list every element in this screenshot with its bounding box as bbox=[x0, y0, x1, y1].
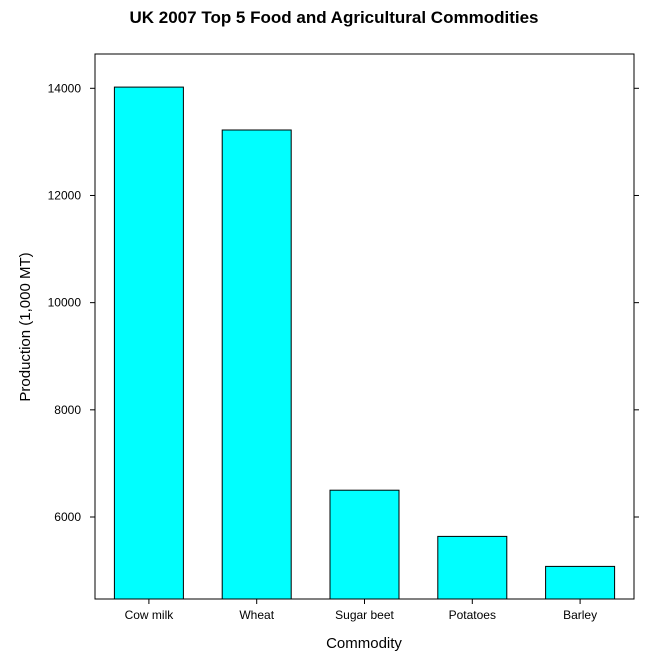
bars-group bbox=[113, 86, 616, 600]
x-tick-label: Potatoes bbox=[449, 608, 496, 622]
y-tick-label: 10000 bbox=[48, 296, 82, 310]
y-tick-label: 14000 bbox=[48, 81, 82, 95]
y-axis: 6000 8000 10000 12000 14000 bbox=[48, 81, 639, 524]
bar-potatoes bbox=[437, 535, 508, 600]
x-tick-label: Cow milk bbox=[125, 608, 175, 622]
x-tick-label: Sugar beet bbox=[335, 608, 394, 622]
bar-barley bbox=[545, 565, 616, 600]
x-axis: Cow milk Wheat Sugar beet Potatoes Barley bbox=[125, 599, 597, 622]
x-axis-title: Commodity bbox=[326, 635, 402, 652]
y-tick-label: 12000 bbox=[48, 188, 82, 202]
y-axis-title: Production (1,000 MT) bbox=[17, 252, 34, 401]
y-tick-label: 6000 bbox=[54, 510, 81, 524]
bar-sugar-beet bbox=[329, 489, 400, 600]
y-tick-label: 8000 bbox=[54, 403, 81, 417]
x-tick-label: Wheat bbox=[239, 608, 274, 622]
x-tick-label: Barley bbox=[563, 608, 597, 622]
bar-cow-milk bbox=[113, 86, 184, 600]
bar-wheat bbox=[221, 129, 292, 600]
chart-title: UK 2007 Top 5 Food and Agricultural Comm… bbox=[130, 8, 539, 27]
